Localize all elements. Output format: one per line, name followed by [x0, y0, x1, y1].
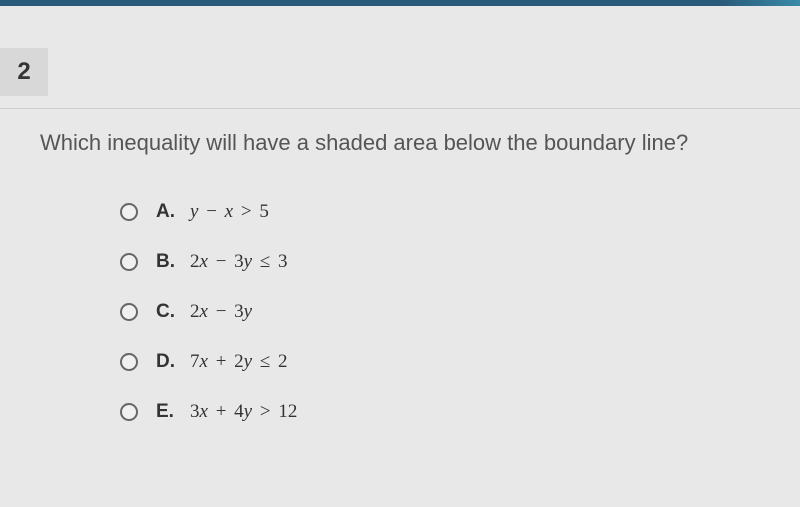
- question-area: Which inequality will have a shaded area…: [40, 130, 760, 451]
- top-accent-bar: [0, 0, 800, 6]
- option-letter: A.: [156, 201, 190, 223]
- option-letter: D.: [156, 351, 190, 373]
- header-divider: [0, 108, 800, 109]
- question-number-box: 2: [0, 48, 48, 96]
- option-expression: y − x > 5: [190, 201, 269, 223]
- option-row-e[interactable]: E. 3x + 4y > 12: [120, 401, 760, 423]
- options-list: A. y − x > 5 B. 2x − 3y ≤ 3 C. 2x − 3y D…: [40, 201, 760, 423]
- option-letter: E.: [156, 401, 190, 423]
- option-row-d[interactable]: D. 7x + 2y ≤ 2: [120, 351, 760, 373]
- radio-icon[interactable]: [120, 403, 138, 421]
- option-expression: 7x + 2y ≤ 2: [190, 351, 288, 373]
- option-expression: 2x − 3y ≤ 3: [190, 251, 288, 273]
- option-row-c[interactable]: C. 2x − 3y: [120, 301, 760, 323]
- radio-icon[interactable]: [120, 303, 138, 321]
- option-letter: B.: [156, 251, 190, 273]
- option-row-b[interactable]: B. 2x − 3y ≤ 3: [120, 251, 760, 273]
- question-text: Which inequality will have a shaded area…: [40, 130, 760, 156]
- question-number: 2: [17, 58, 30, 86]
- option-row-a[interactable]: A. y − x > 5: [120, 201, 760, 223]
- radio-icon[interactable]: [120, 203, 138, 221]
- radio-icon[interactable]: [120, 353, 138, 371]
- option-expression: 2x − 3y: [190, 301, 252, 323]
- option-expression: 3x + 4y > 12: [190, 401, 297, 423]
- radio-icon[interactable]: [120, 253, 138, 271]
- option-letter: C.: [156, 301, 190, 323]
